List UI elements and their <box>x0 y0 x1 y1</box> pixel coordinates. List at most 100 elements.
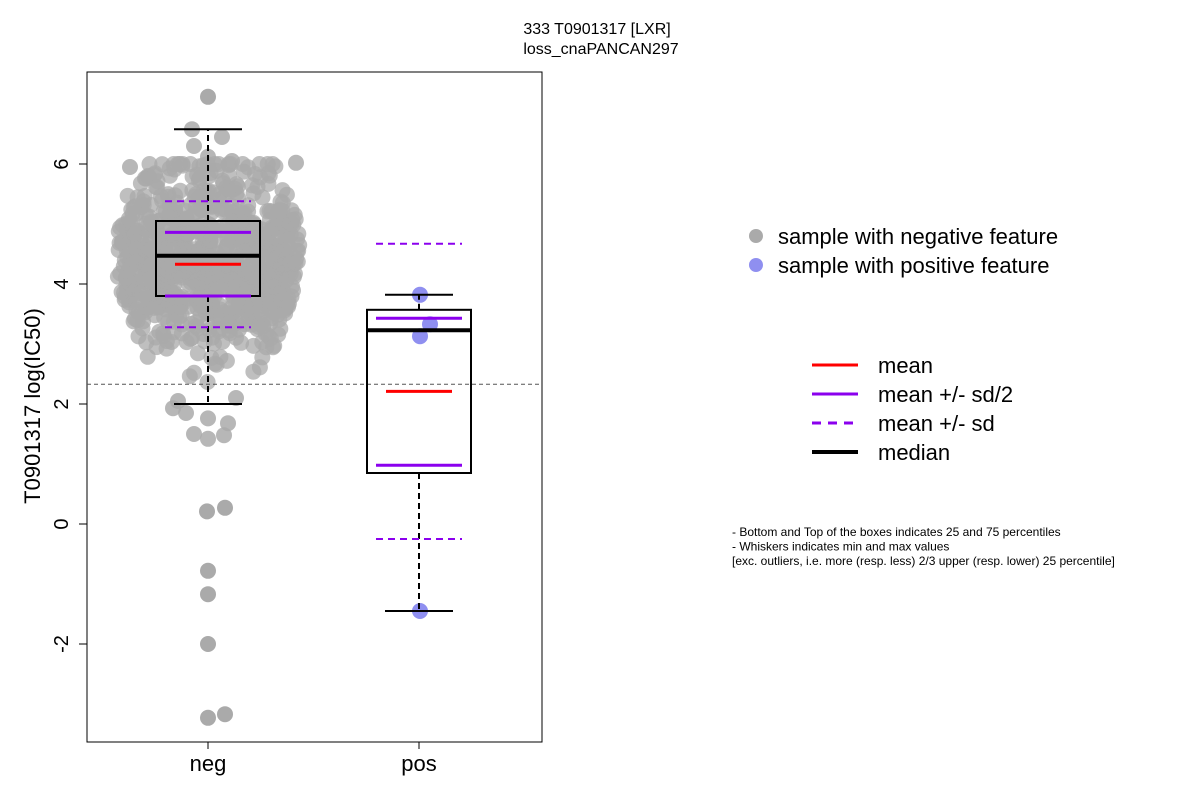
neg-outlier-point <box>200 709 216 726</box>
legend-line-label: mean +/- sd <box>878 411 995 436</box>
note-line: [exc. outliers, i.e. more (resp. less) 2… <box>732 554 1115 568</box>
chart-title: 333 T0901317 [LXR] <box>523 21 670 38</box>
x-tick-label-pos: pos <box>401 751 436 776</box>
neg-sample-point <box>134 320 151 337</box>
neg-sample-point <box>117 270 134 286</box>
neg-sample-point <box>218 352 235 369</box>
neg-sample-point <box>271 201 288 218</box>
neg-sample-point <box>160 188 176 205</box>
legend-point-label: sample with negative feature <box>778 224 1058 249</box>
legend-line-label: median <box>878 440 950 465</box>
neg-sample-point <box>246 268 263 285</box>
box-statistics <box>87 128 542 612</box>
neg-sample-point <box>170 156 186 172</box>
pos-box <box>366 308 472 474</box>
neg-sample-point <box>262 294 278 311</box>
neg-sample-point <box>159 240 176 256</box>
legend-line-label: mean +/- sd/2 <box>878 382 1013 407</box>
neg-sample-point <box>251 359 268 376</box>
neg-sample-point <box>189 345 206 362</box>
neg-sample-point <box>219 236 236 253</box>
y-tick-label: -2 <box>51 635 73 653</box>
neg-sample-point <box>269 238 286 255</box>
notes: - Bottom and Top of the boxes indicates … <box>732 525 1115 568</box>
neg-sample-point <box>129 248 145 265</box>
y-axis: -2 0 2 4 6 <box>51 158 87 653</box>
neg-sample-point <box>255 318 272 335</box>
neg-sample-point <box>224 153 240 169</box>
neg-sample-point <box>228 329 244 346</box>
neg-sample-point <box>228 271 245 288</box>
neg-sample-point <box>288 154 304 171</box>
y-tick-label: 4 <box>51 278 73 289</box>
neg-sample-point <box>116 252 133 269</box>
neg-sample-point <box>205 302 222 319</box>
neg-sample-point <box>216 427 232 444</box>
sample-points <box>109 88 438 726</box>
neg-sample-point <box>150 296 167 313</box>
neg-sample-point <box>267 158 284 175</box>
x-axis: neg pos <box>190 742 437 776</box>
neg-sample-point <box>252 169 269 186</box>
neg-sample-point <box>268 262 285 279</box>
neg-sample-point <box>198 267 215 284</box>
neg-outlier-point <box>200 586 216 603</box>
neg-outlier-point <box>199 503 215 520</box>
neg-sample-point <box>186 426 202 442</box>
neg-outlier-point <box>200 562 216 579</box>
x-tick-label-neg: neg <box>190 751 227 776</box>
neg-outlier-point <box>200 88 216 105</box>
neg-sample-point <box>280 214 297 230</box>
y-tick-label: 6 <box>51 158 73 169</box>
legend-point-marker <box>749 229 763 243</box>
y-tick-label: 2 <box>51 398 73 409</box>
neg-sample-point <box>173 325 190 342</box>
neg-sample-point <box>186 138 202 154</box>
neg-sample-point <box>266 337 283 354</box>
neg-outlier-point <box>217 499 233 516</box>
neg-sample-point <box>132 285 149 302</box>
neg-sample-point <box>128 205 145 222</box>
legend-point-marker <box>749 258 763 272</box>
neg-sample-point <box>122 159 138 175</box>
legend-point-label: sample with positive feature <box>778 253 1049 278</box>
neg-sample-point <box>165 400 181 417</box>
neg-sample-point <box>178 405 194 421</box>
neg-sample-point <box>277 305 294 322</box>
plot-frame <box>86 71 543 743</box>
neg-sample-point <box>180 290 197 307</box>
y-axis-label: T0901317 log(IC50) <box>20 308 45 504</box>
note-line: - Whiskers indicates min and max values <box>732 540 949 554</box>
neg-sample-point <box>236 205 253 222</box>
neg-sample-point <box>146 166 163 183</box>
neg-sample-point <box>198 183 215 200</box>
neg-sample-point <box>265 278 282 295</box>
neg-sample-point <box>139 348 156 365</box>
neg-outlier-point <box>200 636 216 652</box>
neg-sample-point <box>217 201 234 218</box>
neg-sample-point <box>140 268 157 284</box>
neg-sample-point <box>228 390 244 406</box>
neg-sample-point <box>249 255 266 272</box>
neg-sample-point <box>223 307 240 324</box>
neg-sample-point <box>180 264 197 281</box>
neg-sample-point <box>245 337 262 354</box>
neg-sample-point <box>220 181 237 198</box>
neg-sample-point <box>240 159 256 176</box>
neg-sample-point <box>160 313 177 330</box>
neg-sample-point <box>186 364 203 381</box>
neg-sample-point <box>214 129 230 145</box>
neg-sample-point <box>200 410 216 427</box>
neg-sample-point <box>155 203 172 220</box>
neg-outlier-point <box>217 706 233 723</box>
neg-sample-point <box>291 237 308 253</box>
neg-sample-point <box>200 430 216 447</box>
note-line: - Bottom and Top of the boxes indicates … <box>732 525 1061 539</box>
neg-sample-point <box>191 170 208 187</box>
neg-sample-point <box>289 253 306 270</box>
chart-subtitle: loss_cnaPANCAN297 <box>523 41 678 58</box>
neg-sample-point <box>190 320 206 337</box>
neg-sample-point <box>114 233 131 250</box>
neg-sample-point <box>158 340 175 357</box>
